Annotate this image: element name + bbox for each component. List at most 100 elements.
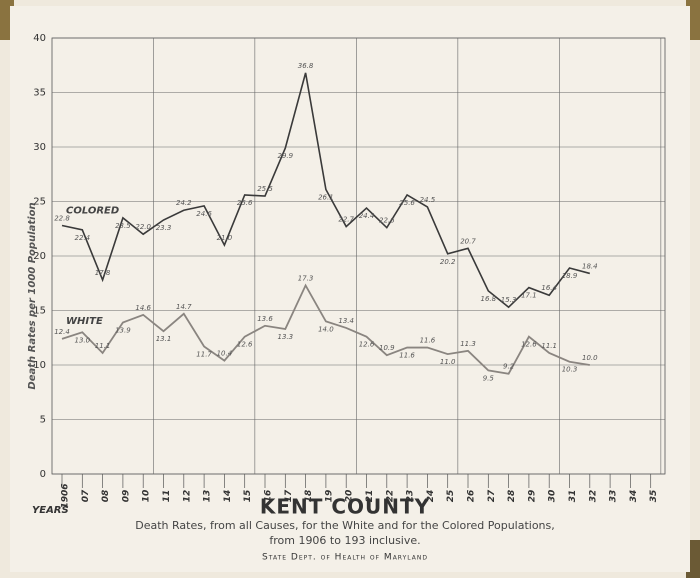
- data-label: 11.6: [420, 337, 436, 345]
- x-tick-label: 34: [629, 490, 639, 503]
- data-label: 25.5: [257, 185, 273, 193]
- data-label: 18.4: [582, 262, 598, 270]
- data-label: 24.5: [420, 196, 436, 204]
- data-label: 20.2: [440, 258, 456, 266]
- y-tick-label: 35: [33, 88, 46, 99]
- x-tick-label: 23: [406, 490, 416, 503]
- data-label: 23.5: [115, 222, 131, 230]
- data-label: 24.6: [196, 210, 212, 218]
- series-name: COLORED: [66, 205, 119, 216]
- y-tick-label: 25: [33, 197, 46, 208]
- data-label: 17.8: [95, 269, 111, 277]
- series-line: [61, 283, 590, 375]
- data-label: 24.4: [359, 212, 375, 220]
- data-label: 22.4: [75, 234, 91, 242]
- x-tick-label: 25: [446, 490, 456, 503]
- y-tick-label: 40: [33, 33, 46, 44]
- x-tick-label: 17: [284, 489, 294, 502]
- data-label: 22.7: [338, 216, 354, 224]
- chart-subtitle: Death Rates, from all Causes, for the Wh…: [135, 519, 555, 547]
- x-tick-label: 26: [467, 490, 477, 503]
- y-tick-label: 20: [33, 251, 46, 262]
- x-tick-label: 22: [385, 490, 395, 503]
- data-label: 22.8: [54, 214, 70, 222]
- data-label: 21.0: [217, 234, 233, 242]
- data-label: 23.3: [156, 224, 172, 232]
- data-label: 10.4: [217, 350, 233, 358]
- y-tick-label: 15: [33, 306, 46, 317]
- data-label: 11.1: [95, 342, 111, 350]
- data-label: 13.3: [278, 333, 294, 341]
- data-label: 12.4: [54, 328, 70, 336]
- x-tick-label: 07: [81, 489, 91, 502]
- x-tick-label: 29: [527, 490, 537, 503]
- x-tick-label: 1906: [61, 483, 71, 508]
- chart-card: [10, 6, 690, 572]
- data-label: 13.6: [257, 315, 273, 323]
- y-tick-label: 0: [40, 469, 46, 480]
- data-label: 9.5: [483, 374, 495, 382]
- y-axis-label: Death Rates per 1000 Population: [27, 202, 38, 389]
- data-label: 25.6: [237, 199, 253, 207]
- data-label: 14.6: [135, 304, 151, 312]
- data-label: 16.8: [481, 295, 497, 303]
- subtitle-box: Death Rates, from all Causes, for the Wh…: [135, 519, 555, 547]
- data-label: 17.1: [521, 292, 537, 300]
- data-label: 25.6: [399, 199, 415, 207]
- chart-title: KENT COUNTY: [260, 495, 430, 519]
- x-tick-label: 24: [426, 490, 436, 503]
- data-label: 13.0: [75, 336, 91, 344]
- x-tick-label: 09: [121, 490, 131, 503]
- data-label: 11.3: [460, 340, 476, 348]
- x-tick-label: 28: [507, 490, 517, 503]
- data-label: 22.0: [135, 223, 151, 231]
- data-label: 14.0: [318, 325, 334, 333]
- x-axis-label: YEARS: [32, 505, 69, 516]
- data-label: 36.8: [298, 62, 314, 70]
- data-label: 12.6: [237, 341, 253, 349]
- x-tick-label: 18: [304, 490, 314, 503]
- data-label: 12.6: [359, 341, 375, 349]
- data-label: 9.2: [503, 363, 515, 371]
- x-tick-label: 11: [162, 490, 172, 503]
- x-tick-label: 08: [101, 490, 111, 503]
- data-label: 10.0: [582, 354, 598, 362]
- data-label: 11.7: [196, 350, 212, 358]
- data-label: 15.3: [501, 296, 517, 304]
- data-label: 10.9: [379, 344, 395, 352]
- x-tick-label: 30: [548, 490, 558, 503]
- x-tick-label: 19: [324, 490, 334, 503]
- data-label: 10.3: [562, 366, 578, 374]
- data-label: 13.9: [115, 326, 131, 334]
- x-tick-label: 20: [345, 490, 355, 503]
- y-tick-label: 10: [33, 360, 46, 371]
- x-tick-label: 32: [588, 490, 598, 503]
- data-label: 29.9: [278, 152, 294, 160]
- data-label: 20.7: [460, 237, 476, 245]
- data-label: 26.1: [318, 194, 334, 202]
- x-tick-label: 10: [142, 490, 152, 503]
- x-tick-label: 16: [264, 490, 274, 503]
- data-label: 13.4: [338, 317, 354, 325]
- data-label: 12.6: [521, 341, 537, 349]
- x-tick-label: 21: [365, 490, 375, 503]
- x-tick-label: 35: [649, 490, 659, 503]
- y-tick-label: 5: [40, 415, 46, 426]
- x-tick-label: 33: [609, 490, 619, 503]
- x-tick-label: 15: [243, 490, 253, 503]
- x-tick-label: 27: [487, 489, 497, 502]
- data-label: 16.4: [541, 284, 557, 292]
- data-label: 11.6: [399, 352, 415, 360]
- data-label: 14.7: [176, 303, 192, 311]
- data-label: 24.2: [176, 199, 192, 207]
- data-label: 18.9: [562, 272, 578, 280]
- series-line: [61, 72, 591, 309]
- y-tick-label: 30: [33, 142, 46, 153]
- x-tick-label: 14: [223, 490, 233, 503]
- series-name: WHITE: [66, 316, 103, 327]
- x-tick-label: 31: [568, 490, 578, 503]
- source: State Dept. of Health of Maryland: [262, 553, 428, 563]
- data-label: 11.1: [541, 342, 557, 350]
- data-label: 11.0: [440, 358, 456, 366]
